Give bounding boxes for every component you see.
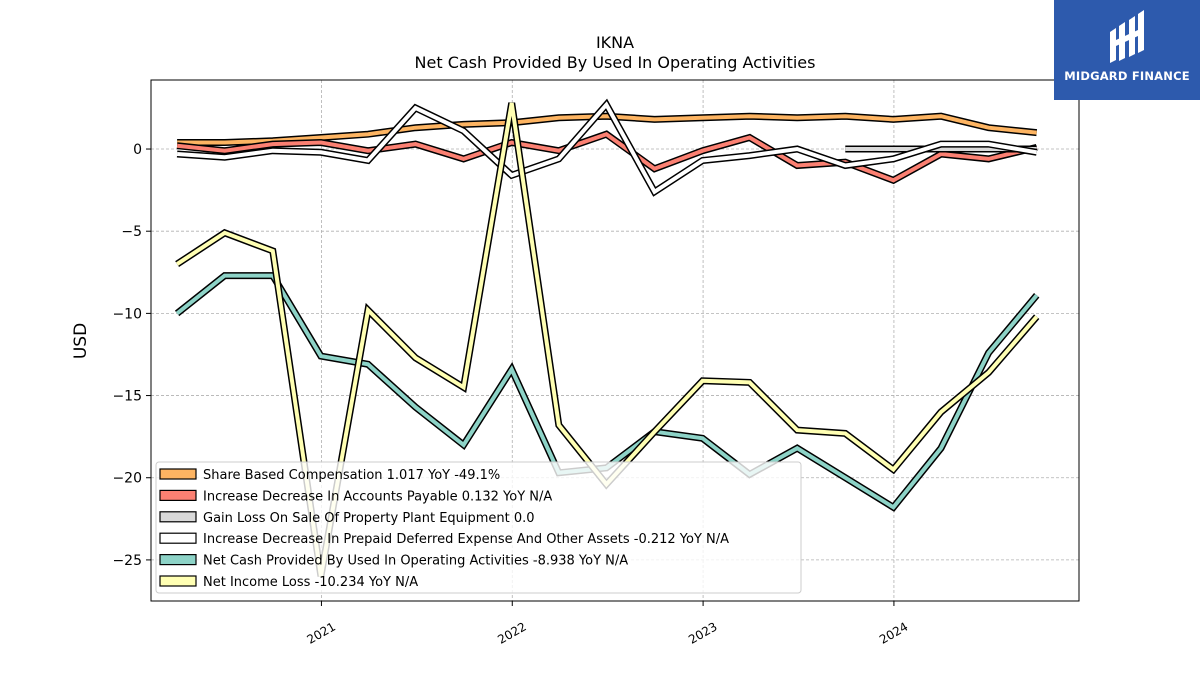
brand-logo: MIDGARD FINANCE (1054, 0, 1200, 100)
y-tick-label: −20 (112, 471, 142, 487)
series-2 (176, 130, 1038, 185)
x-tick-label: 2022 (495, 619, 528, 646)
series-4 (176, 98, 1038, 197)
legend: Share Based Compensation 1.017 YoY -49.1… (155, 461, 802, 594)
legend-swatch (159, 489, 197, 501)
legend-swatch (159, 553, 197, 566)
legend-label: Net Cash Provided By Used In Operating A… (203, 554, 628, 569)
x-tick-label: 2024 (877, 619, 910, 646)
legend-label: Increase Decrease In Prepaid Deferred Ex… (203, 532, 729, 547)
brand-name: MIDGARD FINANCE (1064, 69, 1190, 83)
y-tick-label: −10 (112, 306, 142, 322)
x-tick-label: 2023 (686, 619, 719, 646)
logo-mark-icon (1110, 10, 1144, 63)
y-tick-label: −25 (112, 553, 142, 569)
series-line (176, 101, 1038, 195)
legend-swatch (159, 468, 197, 480)
legend-label: Net Income Loss -10.234 YoY N/A (203, 575, 418, 590)
legend-swatch (159, 511, 197, 523)
y-axis-label: USD (71, 323, 91, 359)
y-tick-label: 0 (133, 142, 142, 158)
legend-label: Increase Decrease In Accounts Payable 0.… (203, 489, 552, 504)
series-line (177, 114, 1037, 145)
x-tick-label: 2021 (304, 619, 337, 646)
legend-swatch (159, 532, 197, 544)
legend-swatch (159, 575, 197, 587)
chart-title: IKNA (596, 33, 634, 52)
grid (151, 80, 1079, 601)
series-1 (177, 112, 1038, 146)
y-tick-label: −15 (112, 389, 142, 405)
series-line (176, 131, 1038, 183)
chart-subtitle: Net Cash Provided By Used In Operating A… (415, 53, 816, 72)
legend-label: Share Based Compensation 1.017 YoY -49.1… (203, 468, 500, 483)
legend-box (155, 461, 802, 594)
plot-frame (150, 79, 1080, 602)
legend-label: Gain Loss On Sale Of Property Plant Equi… (203, 511, 535, 526)
y-tick-label: −5 (121, 224, 142, 240)
